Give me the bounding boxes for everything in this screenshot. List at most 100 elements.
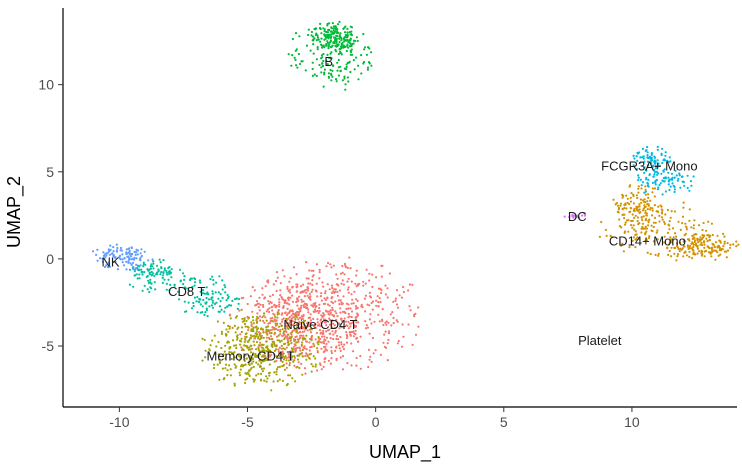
data-point: [238, 374, 242, 377]
data-point: [266, 346, 269, 350]
data-point: [352, 59, 355, 62]
data-point: [228, 327, 231, 330]
data-point: [258, 309, 261, 312]
data-point: [322, 314, 325, 317]
data-point: [294, 350, 297, 353]
data-point: [339, 349, 342, 352]
data-point: [654, 167, 658, 170]
data-point: [346, 33, 349, 37]
data-point: [355, 337, 358, 340]
data-point: [220, 308, 223, 311]
data-point: [643, 160, 646, 163]
data-point: [145, 275, 148, 279]
data-point: [322, 318, 326, 321]
data-point: [95, 253, 98, 256]
data-point: [310, 328, 313, 331]
data-point: [688, 219, 691, 222]
data-point: [214, 352, 217, 355]
data-point: [708, 238, 712, 242]
data-point: [114, 256, 117, 259]
data-point: [287, 356, 290, 359]
data-point: [301, 355, 304, 358]
data-point: [286, 307, 289, 310]
data-point: [209, 344, 212, 347]
data-point: [298, 366, 301, 370]
data-point: [327, 76, 331, 79]
x-axis-title: UMAP_1: [369, 442, 441, 463]
data-point: [304, 372, 307, 375]
data-point: [332, 32, 335, 35]
data-point: [708, 246, 711, 250]
data-point: [325, 44, 328, 47]
data-point: [310, 34, 313, 37]
data-point: [322, 342, 326, 345]
data-point: [226, 305, 229, 308]
data-point: [246, 325, 249, 328]
data-point: [389, 313, 392, 316]
data-point: [155, 264, 159, 267]
data-point: [712, 249, 715, 252]
data-point: [343, 31, 347, 34]
data-point: [134, 253, 137, 256]
data-point: [598, 235, 602, 238]
data-point: [244, 344, 247, 347]
data-point: [341, 345, 344, 348]
data-point: [402, 335, 405, 338]
data-point: [268, 363, 271, 366]
data-point: [335, 312, 338, 315]
data-point: [320, 71, 323, 74]
data-point: [285, 384, 288, 387]
data-point: [287, 340, 290, 343]
data-point: [294, 58, 297, 62]
data-point: [224, 286, 227, 289]
data-point: [103, 265, 107, 269]
data-point: [223, 284, 226, 287]
data-point: [291, 54, 294, 57]
data-point: [306, 306, 309, 310]
data-point: [238, 359, 241, 362]
data-point: [330, 346, 333, 349]
data-point: [263, 354, 266, 357]
data-point: [667, 160, 671, 163]
data-point: [287, 344, 290, 347]
data-point: [281, 269, 284, 272]
data-point: [248, 369, 251, 372]
data-point: [203, 338, 206, 342]
data-point: [280, 339, 283, 342]
data-point: [310, 339, 313, 342]
data-point: [133, 256, 136, 259]
data-point: [295, 64, 298, 67]
data-point: [344, 33, 347, 37]
data-point: [646, 145, 649, 149]
data-point: [218, 358, 221, 361]
data-point: [659, 204, 662, 207]
data-point: [337, 299, 340, 302]
data-point: [408, 283, 411, 286]
data-point: [288, 359, 291, 362]
data-point: [342, 348, 345, 351]
data-point: [623, 206, 626, 210]
data-point: [326, 329, 330, 332]
data-point: [313, 308, 317, 311]
data-point: [304, 328, 307, 331]
data-point: [310, 304, 313, 307]
data-point: [142, 265, 145, 268]
data-point: [301, 325, 304, 328]
data-point: [323, 297, 326, 300]
data-point: [196, 295, 199, 299]
data-point: [163, 278, 166, 281]
data-point: [347, 303, 350, 306]
data-point: [668, 241, 672, 244]
data-point: [211, 275, 214, 278]
data-point: [629, 207, 633, 210]
data-point: [411, 343, 414, 346]
data-point: [106, 266, 110, 269]
data-point: [635, 233, 638, 236]
data-point: [140, 254, 143, 258]
data-point: [255, 374, 258, 377]
data-point: [364, 327, 368, 330]
data-point: [96, 259, 99, 262]
data-point: [332, 29, 335, 32]
data-point: [329, 30, 333, 33]
data-point: [179, 268, 182, 271]
